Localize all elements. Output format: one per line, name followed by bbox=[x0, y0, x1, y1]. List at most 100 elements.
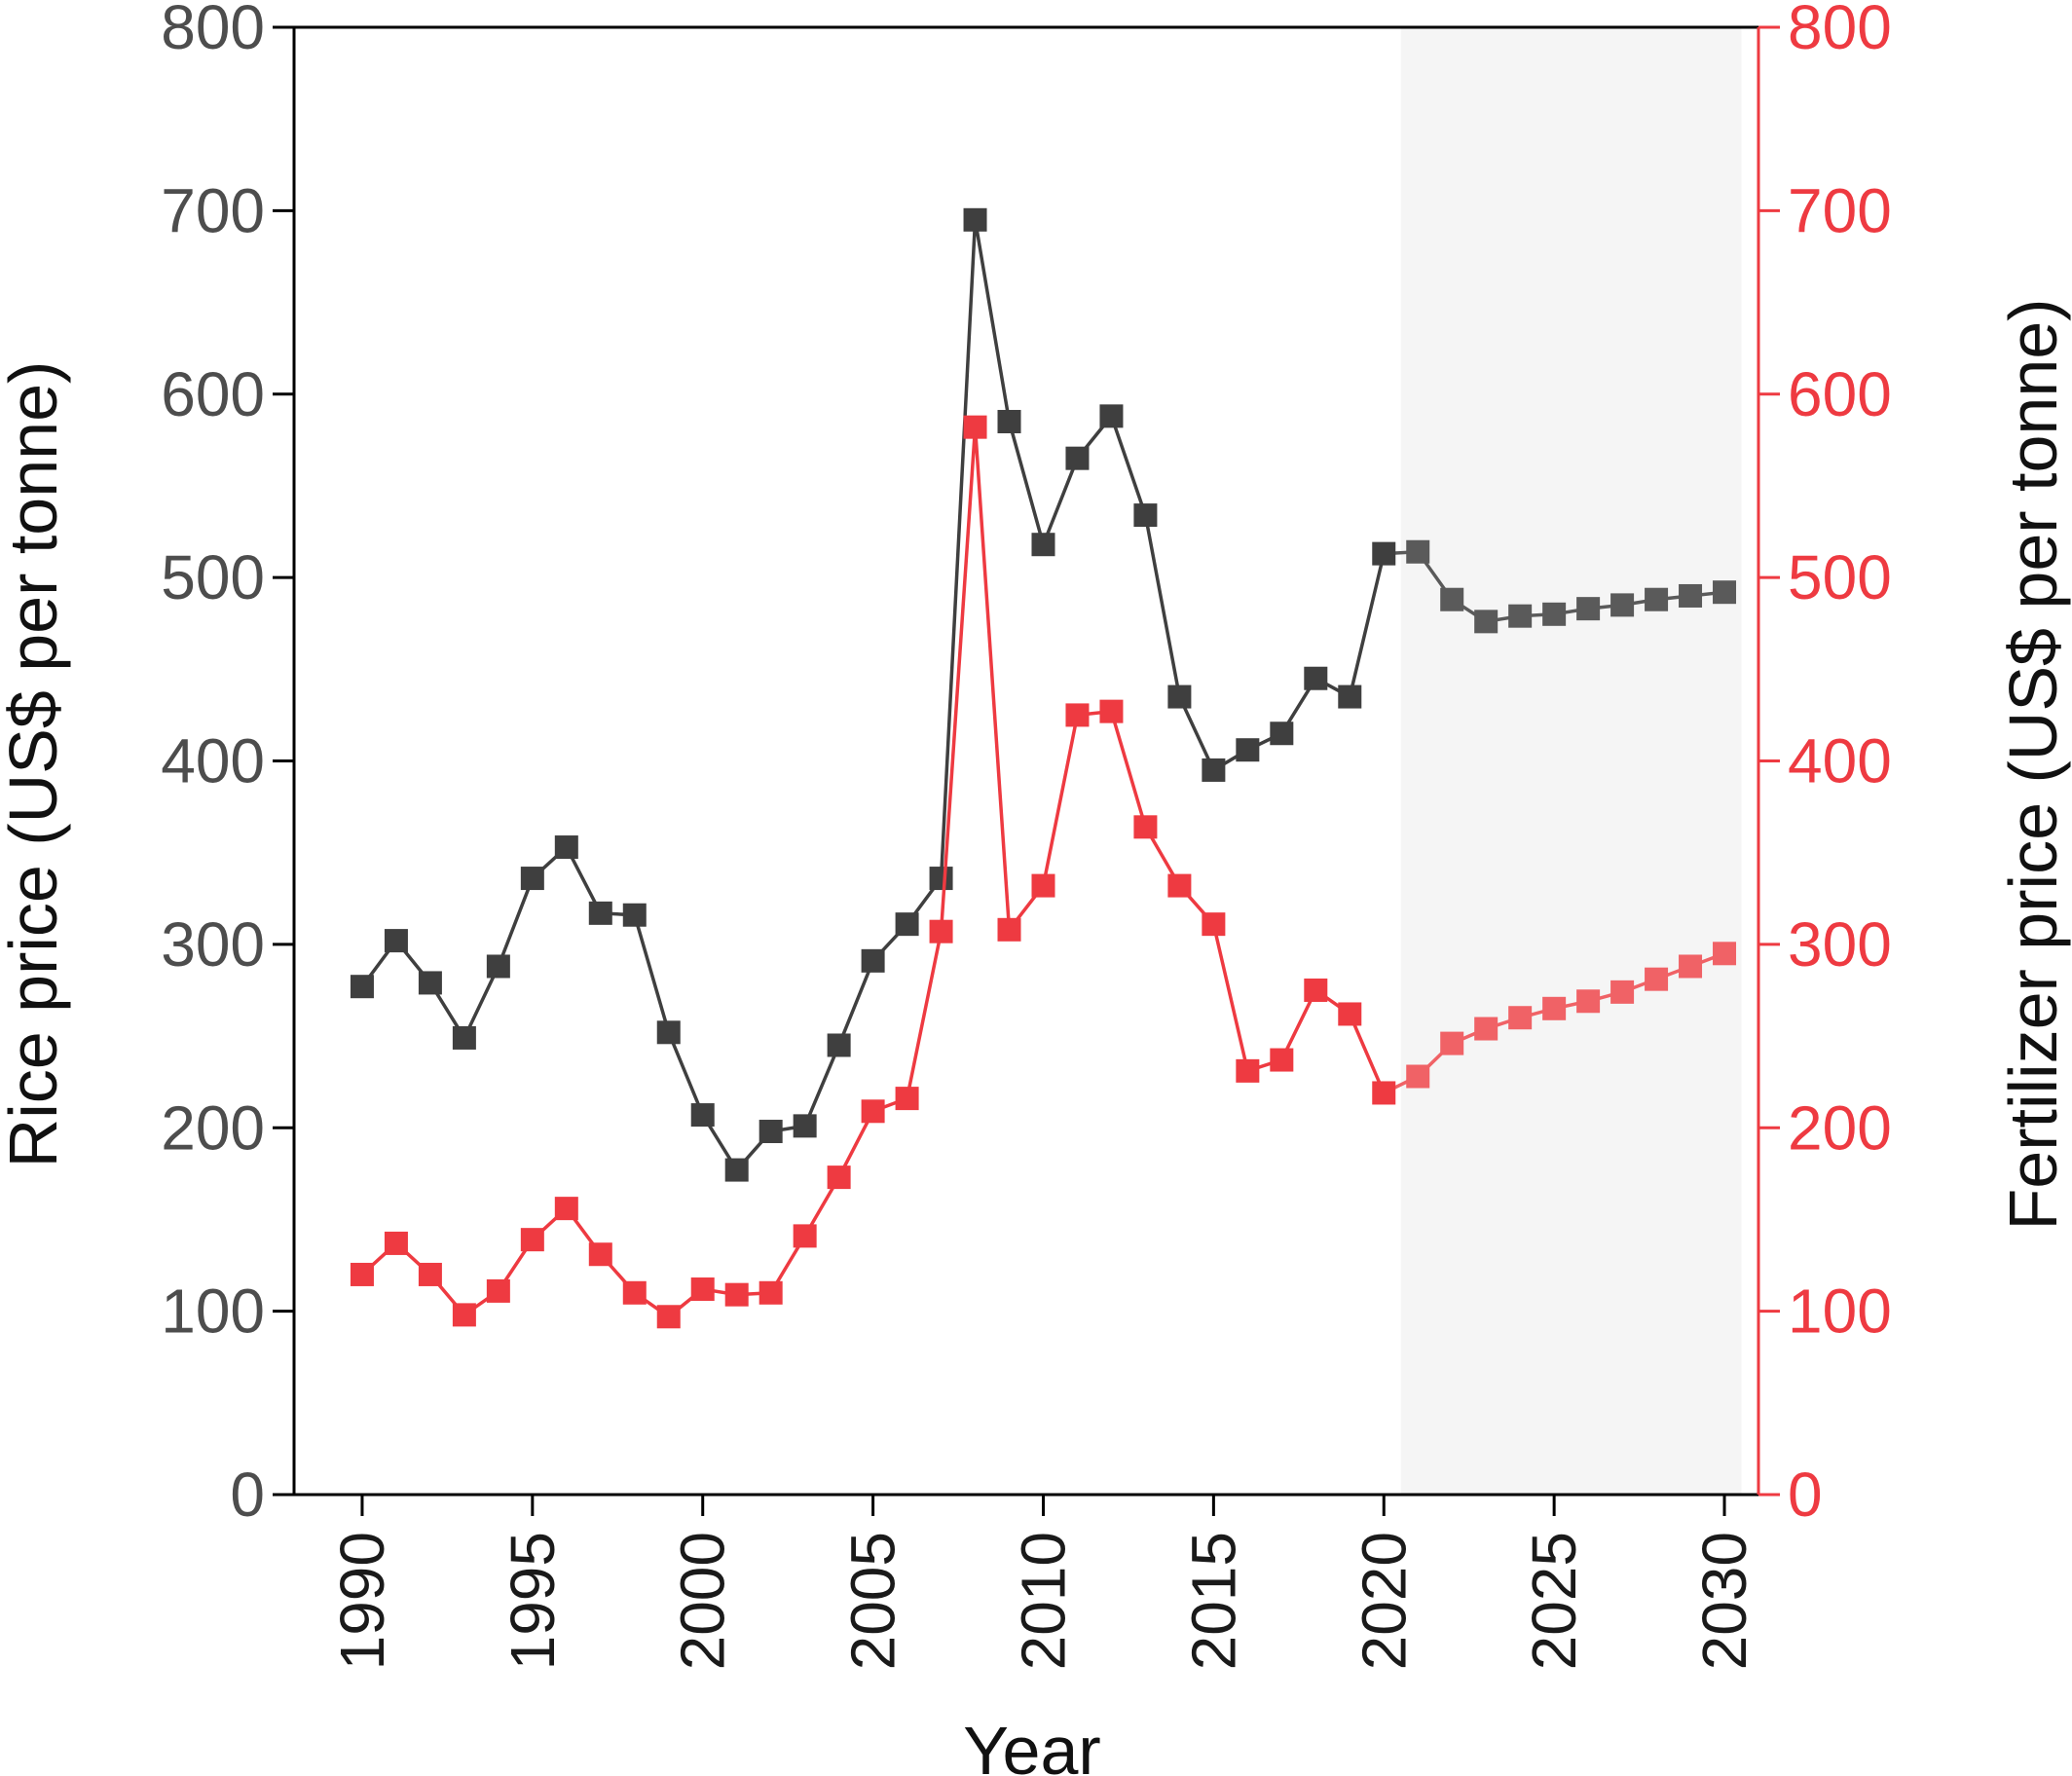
data-point-marker bbox=[520, 867, 544, 891]
data-point-marker bbox=[622, 903, 647, 927]
x-tick-label: 2015 bbox=[1178, 1532, 1248, 1670]
data-point-marker bbox=[1236, 738, 1260, 762]
data-point-marker bbox=[1474, 1017, 1498, 1041]
data-point-marker bbox=[929, 919, 953, 944]
data-point-marker bbox=[554, 835, 578, 860]
data-point-marker bbox=[758, 1120, 783, 1144]
data-point-marker bbox=[1542, 996, 1567, 1020]
series-line bbox=[360, 426, 1386, 1319]
data-point-marker bbox=[1304, 978, 1328, 1002]
data-point-marker bbox=[861, 1099, 885, 1124]
data-point-marker bbox=[1065, 446, 1090, 470]
series-line bbox=[360, 219, 1386, 1173]
x-axis-ticks: 1990 1995 2000 2005 2010 2015 2020 2025 2030 bbox=[327, 1495, 1759, 1670]
data-point-marker bbox=[1236, 1058, 1260, 1083]
right-y-tick-label: 800 bbox=[1788, 0, 1892, 62]
data-point-marker bbox=[1679, 954, 1703, 979]
data-point-marker bbox=[793, 1114, 817, 1138]
right-y-tick-label: 700 bbox=[1788, 175, 1892, 245]
data-point-marker bbox=[1133, 815, 1158, 839]
x-tick-label: 2005 bbox=[838, 1532, 908, 1670]
data-point-marker bbox=[997, 410, 1021, 434]
left-y-axis-title: Rice price (US$ per tonne) bbox=[0, 361, 71, 1168]
data-point-marker bbox=[724, 1158, 749, 1182]
data-point-marker bbox=[758, 1280, 783, 1305]
x-tick-label: 2010 bbox=[1008, 1532, 1078, 1670]
data-point-marker bbox=[861, 948, 885, 973]
data-point-marker bbox=[1270, 722, 1294, 746]
left-y-axis-ticks: 0 100 200 300 400 500 600 700 800 bbox=[161, 0, 294, 1530]
data-point-marker bbox=[1099, 699, 1124, 723]
data-point-marker bbox=[588, 901, 612, 925]
left-y-tick-label: 0 bbox=[230, 1460, 265, 1530]
left-y-tick-label: 400 bbox=[161, 726, 265, 796]
right-y-tick-label: 400 bbox=[1788, 726, 1892, 796]
series-fertilizer bbox=[350, 415, 1737, 1329]
data-point-marker bbox=[452, 1303, 476, 1327]
right-y-tick-label: 200 bbox=[1788, 1092, 1892, 1163]
right-y-tick-label: 500 bbox=[1788, 542, 1892, 612]
data-point-marker bbox=[1031, 533, 1055, 557]
data-point-marker bbox=[1099, 404, 1124, 428]
data-point-marker bbox=[929, 867, 953, 891]
data-point-marker bbox=[1679, 583, 1703, 608]
x-tick-label: 2025 bbox=[1519, 1532, 1589, 1670]
data-point-marker bbox=[1031, 873, 1055, 898]
x-tick-label: 1990 bbox=[327, 1532, 397, 1670]
left-y-tick-label: 600 bbox=[161, 359, 265, 429]
data-point-marker bbox=[656, 1020, 681, 1045]
data-point-marker bbox=[1202, 758, 1226, 782]
data-point-marker bbox=[1304, 666, 1328, 690]
x-tick-label: 1995 bbox=[498, 1532, 568, 1670]
data-point-marker bbox=[1508, 1006, 1533, 1030]
data-point-marker bbox=[963, 207, 987, 232]
data-point-marker bbox=[1542, 602, 1567, 626]
data-point-marker bbox=[350, 975, 374, 999]
data-point-marker bbox=[1202, 912, 1226, 937]
data-point-marker bbox=[827, 1033, 851, 1057]
data-point-marker bbox=[554, 1197, 578, 1221]
left-y-tick-label: 700 bbox=[161, 175, 265, 245]
data-point-marker bbox=[724, 1282, 749, 1307]
left-y-tick-label: 800 bbox=[161, 0, 265, 62]
data-point-marker bbox=[452, 1025, 476, 1050]
data-point-marker bbox=[1440, 587, 1464, 611]
data-point-marker bbox=[1576, 989, 1601, 1014]
data-point-marker bbox=[1338, 684, 1362, 709]
data-point-marker bbox=[1713, 580, 1737, 605]
data-point-marker bbox=[793, 1224, 817, 1248]
x-tick-label: 2030 bbox=[1689, 1532, 1759, 1670]
series-rice bbox=[350, 207, 1737, 1182]
data-point-marker bbox=[1406, 539, 1430, 564]
data-point-marker bbox=[690, 1103, 715, 1128]
data-point-marker bbox=[1508, 604, 1533, 628]
data-point-marker bbox=[384, 1231, 408, 1255]
data-point-marker bbox=[1610, 593, 1635, 617]
data-point-marker bbox=[1645, 967, 1669, 991]
data-point-marker bbox=[384, 929, 408, 953]
data-point-marker bbox=[1338, 1002, 1362, 1026]
left-y-tick-label: 100 bbox=[161, 1276, 265, 1347]
x-tick-label: 2020 bbox=[1349, 1532, 1419, 1670]
data-point-marker bbox=[588, 1242, 612, 1267]
data-point-marker bbox=[418, 1262, 442, 1286]
data-point-marker bbox=[520, 1228, 544, 1252]
data-point-marker bbox=[1406, 1064, 1430, 1089]
data-point-marker bbox=[690, 1277, 715, 1302]
projection-shade bbox=[1400, 27, 1742, 1495]
data-point-marker bbox=[622, 1280, 647, 1305]
data-point-marker bbox=[1167, 873, 1192, 898]
data-point-marker bbox=[997, 917, 1021, 942]
data-point-marker bbox=[895, 1087, 919, 1111]
data-point-marker bbox=[827, 1166, 851, 1190]
data-point-marker bbox=[350, 1262, 374, 1286]
data-point-marker bbox=[963, 415, 987, 439]
data-point-marker bbox=[1270, 1048, 1294, 1072]
right-y-tick-label: 0 bbox=[1788, 1460, 1823, 1530]
data-point-marker bbox=[1610, 980, 1635, 1004]
data-point-marker bbox=[1167, 684, 1192, 709]
left-y-tick-label: 500 bbox=[161, 542, 265, 612]
data-point-marker bbox=[1372, 1081, 1396, 1105]
data-point-marker bbox=[1713, 942, 1737, 966]
